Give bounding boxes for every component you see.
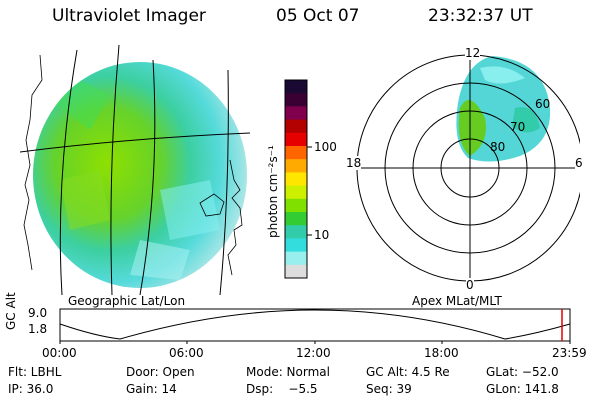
colorbar-swatch bbox=[285, 212, 307, 226]
altitude-ytick-low: 1.8 bbox=[28, 322, 48, 336]
lat-lon-grid bbox=[20, 44, 251, 295]
colorbar-tick-10: 10 bbox=[314, 228, 330, 242]
colorbar-tick-100: 100 bbox=[314, 140, 337, 154]
coastline bbox=[23, 54, 243, 276]
altitude-chart-frame bbox=[59, 308, 571, 342]
mlt-label-0: 0 bbox=[466, 278, 474, 292]
mlat-label-60: 60 bbox=[535, 97, 551, 111]
colorbar-swatch bbox=[285, 146, 307, 160]
status-glon: GLon: 141.8 bbox=[486, 382, 559, 396]
mlt-label-18: 18 bbox=[346, 156, 362, 170]
status-ip: IP: 36.0 bbox=[8, 382, 54, 396]
colorbar-swatch bbox=[285, 198, 307, 213]
status-flt: Flt: LBHL bbox=[8, 365, 62, 379]
app-title: Ultraviolet Imager bbox=[52, 6, 206, 26]
status-dsp: Dsp: −5.5 bbox=[246, 382, 318, 396]
status-door: Door: Open bbox=[126, 365, 195, 379]
status-mode: Mode: Normal bbox=[246, 365, 330, 379]
mlat-label-80: 80 bbox=[490, 140, 506, 154]
apex-polar-plot bbox=[356, 54, 580, 282]
altitude-xtick-1200: 12:00 bbox=[296, 346, 331, 360]
altitude-ylabel: GC Alt bbox=[4, 292, 18, 330]
mlt-label-12: 12 bbox=[465, 46, 481, 60]
date-label: 05 Oct 07 bbox=[276, 6, 360, 26]
altitude-xtick-0000: 00:00 bbox=[42, 346, 77, 360]
colorbar-gradient bbox=[285, 80, 307, 279]
colorbar-swatch bbox=[285, 185, 307, 200]
altitude-ytick-high: 9.0 bbox=[28, 306, 48, 320]
status-gain: Gain: 14 bbox=[126, 382, 177, 396]
colorbar-swatch bbox=[285, 80, 307, 94]
status-seq: Seq: 39 bbox=[366, 382, 412, 396]
colorbar-swatch bbox=[285, 264, 307, 279]
geographic-label: Geographic Lat/Lon bbox=[68, 294, 186, 308]
altitude-xtick-1800: 18:00 bbox=[424, 346, 459, 360]
colorbar-swatch bbox=[285, 251, 307, 266]
mlt-label-6: 6 bbox=[575, 156, 583, 170]
apex-label: Apex MLat/MLT bbox=[412, 294, 502, 308]
colorbar bbox=[284, 79, 312, 279]
altitude-curve bbox=[59, 309, 571, 340]
colorbar-swatch bbox=[285, 132, 307, 147]
colorbar-swatch bbox=[285, 172, 307, 187]
colorbar-swatch bbox=[285, 119, 307, 134]
colorbar-swatch bbox=[285, 93, 307, 107]
geographic-image bbox=[20, 44, 251, 295]
mlat-label-70: 70 bbox=[510, 120, 526, 134]
altitude-chart bbox=[59, 308, 571, 344]
colorbar-swatch bbox=[285, 106, 307, 121]
colorbar-swatch bbox=[285, 225, 307, 239]
colorbar-swatch bbox=[285, 238, 307, 253]
colorbar-swatch bbox=[285, 159, 307, 173]
colorbar-unit-label: photon cm⁻²s⁻¹ bbox=[266, 145, 280, 238]
time-label: 23:32:37 UT bbox=[428, 6, 533, 26]
altitude-xtick-2359: 23:59 bbox=[552, 346, 587, 360]
altitude-xtick-0600: 06:00 bbox=[169, 346, 204, 360]
status-gc-alt: GC Alt: 4.5 Re bbox=[366, 365, 450, 379]
status-glat: GLat: −52.0 bbox=[486, 365, 559, 379]
